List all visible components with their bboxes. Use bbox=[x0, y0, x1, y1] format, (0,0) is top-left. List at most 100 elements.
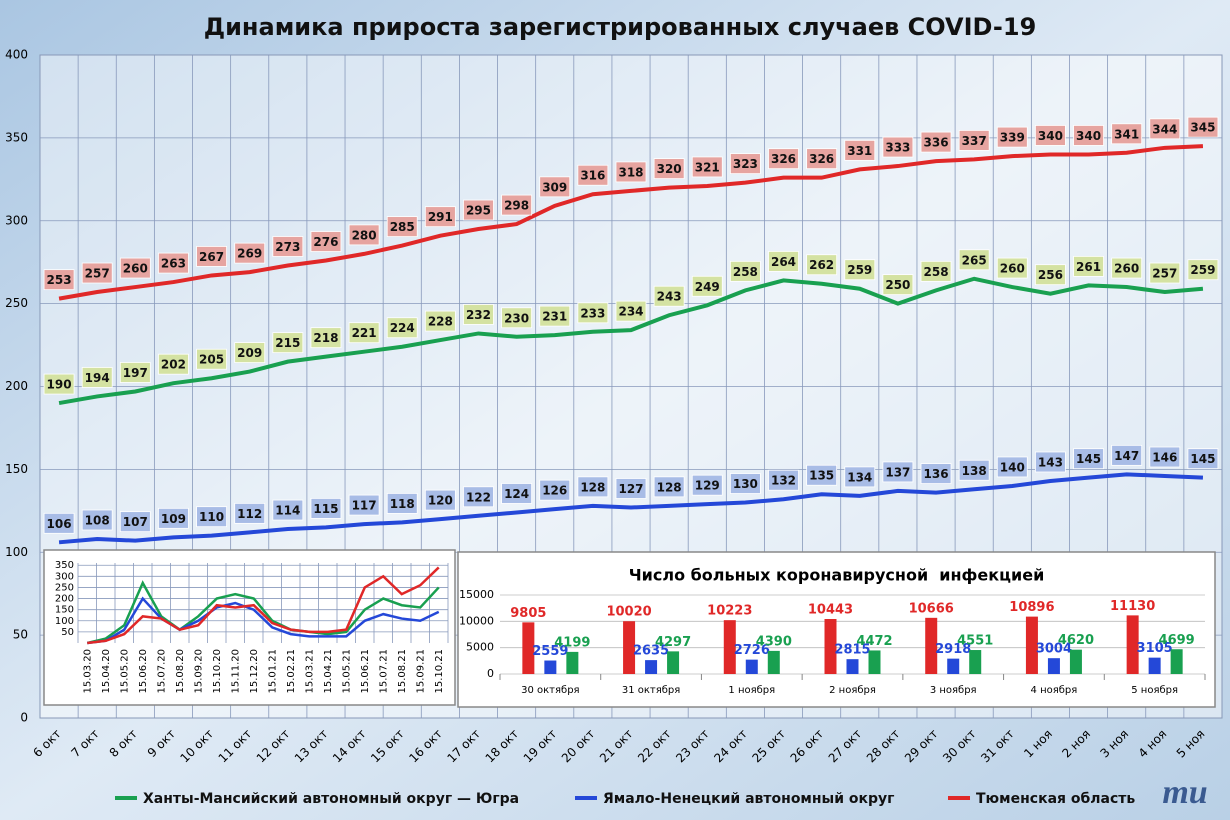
value-label-box bbox=[615, 161, 647, 183]
value-label: 230 bbox=[504, 311, 529, 325]
bar bbox=[824, 619, 837, 674]
value-label-box bbox=[501, 194, 533, 216]
value-label-box bbox=[119, 257, 151, 279]
value-label: 256 bbox=[1038, 268, 1063, 282]
value-label: 224 bbox=[390, 321, 415, 335]
x-tick-label: 15.11.20 bbox=[230, 649, 241, 694]
series-line bbox=[58, 472, 1204, 545]
x-tick-label: 15.06.20 bbox=[138, 649, 149, 694]
value-label-box bbox=[196, 246, 227, 267]
y-tick-label: 5000 bbox=[466, 641, 494, 654]
value-label: 4297 bbox=[655, 635, 691, 650]
value-label-box bbox=[310, 327, 342, 349]
value-label-box bbox=[920, 463, 952, 484]
value-label-box bbox=[463, 486, 494, 508]
value-label: 333 bbox=[885, 141, 910, 155]
value-label: 134 bbox=[847, 470, 872, 484]
value-label-box bbox=[348, 224, 380, 246]
value-label-box bbox=[424, 310, 456, 332]
value-label: 264 bbox=[771, 255, 796, 269]
value-label: 261 bbox=[1076, 260, 1101, 274]
chart-title: Динамика прироста зарегистрированных слу… bbox=[204, 13, 1037, 41]
value-label-box bbox=[81, 509, 113, 531]
x-tick-label: 15.03.20 bbox=[82, 649, 93, 694]
value-label: 194 bbox=[85, 371, 110, 385]
value-label-box bbox=[386, 216, 418, 238]
value-label-box bbox=[806, 148, 838, 170]
bar bbox=[846, 659, 859, 674]
x-tick-label: 15.07.21 bbox=[378, 649, 389, 694]
value-label-box bbox=[729, 473, 761, 494]
value-label: 11130 bbox=[1110, 599, 1155, 614]
value-label: 129 bbox=[695, 479, 720, 493]
value-label: 197 bbox=[123, 366, 148, 380]
value-label: 243 bbox=[657, 290, 682, 304]
value-label: 231 bbox=[542, 310, 567, 324]
value-label: 232 bbox=[466, 308, 491, 322]
legend-label: Ханты-Мансийский автономный округ — Югра bbox=[143, 791, 519, 807]
value-label-box bbox=[310, 497, 342, 519]
value-label: 145 bbox=[1076, 452, 1101, 466]
value-label-box bbox=[539, 305, 571, 327]
value-label: 128 bbox=[580, 480, 605, 494]
value-label-box bbox=[272, 332, 304, 354]
value-label: 331 bbox=[847, 144, 872, 158]
value-label: 258 bbox=[733, 265, 758, 279]
y-tick-label: 50 bbox=[61, 627, 74, 638]
y-tick-label: 150 bbox=[5, 462, 28, 476]
value-label-box bbox=[348, 494, 380, 516]
value-label-box bbox=[691, 275, 723, 297]
value-label: 108 bbox=[85, 513, 110, 527]
value-label: 3105 bbox=[1137, 641, 1173, 656]
value-label: 112 bbox=[237, 507, 262, 521]
value-label: 250 bbox=[885, 278, 910, 292]
value-label-box bbox=[158, 507, 189, 529]
value-label-box bbox=[653, 158, 685, 180]
x-tick-label: 15.09.20 bbox=[193, 649, 204, 694]
value-label: 120 bbox=[428, 494, 453, 508]
value-label-box bbox=[272, 236, 304, 257]
value-label: 340 bbox=[1076, 129, 1101, 143]
value-label: 321 bbox=[695, 160, 720, 174]
y-tick-label: 150 bbox=[55, 605, 74, 616]
value-label: 147 bbox=[1114, 449, 1139, 463]
value-label: 285 bbox=[390, 220, 415, 234]
x-tick-label: 15.04.21 bbox=[323, 649, 334, 694]
value-label-box bbox=[958, 249, 990, 271]
value-label: 4551 bbox=[957, 634, 993, 649]
bar bbox=[1069, 649, 1082, 674]
value-label: 209 bbox=[237, 346, 262, 360]
value-label-box bbox=[348, 322, 380, 344]
value-label-box bbox=[996, 257, 1028, 279]
value-label: 4472 bbox=[856, 634, 892, 649]
x-tick-label: 4 ноября bbox=[1031, 685, 1078, 696]
value-label: 9805 bbox=[510, 606, 546, 621]
y-tick-label: 300 bbox=[55, 571, 74, 582]
value-label: 273 bbox=[275, 240, 300, 254]
value-label-box bbox=[844, 466, 876, 488]
value-label: 110 bbox=[199, 510, 224, 524]
value-label: 202 bbox=[161, 358, 186, 372]
value-label: 345 bbox=[1190, 121, 1215, 135]
value-label: 316 bbox=[580, 169, 605, 183]
value-label: 309 bbox=[542, 180, 567, 194]
bar bbox=[566, 651, 579, 674]
value-label-box bbox=[539, 479, 571, 501]
y-tick-label: 350 bbox=[55, 560, 74, 571]
value-label: 269 bbox=[237, 247, 262, 261]
value-label-box bbox=[81, 367, 113, 388]
x-tick-label: 3 ноября bbox=[930, 685, 977, 696]
x-tick-label: 15.01.21 bbox=[267, 649, 278, 694]
value-label-box bbox=[386, 493, 418, 514]
bar bbox=[868, 650, 881, 674]
value-label: 118 bbox=[390, 497, 415, 511]
value-label: 117 bbox=[352, 499, 377, 513]
value-label: 344 bbox=[1152, 122, 1177, 136]
value-label-box bbox=[1187, 259, 1219, 281]
value-label-box bbox=[996, 126, 1028, 148]
value-label-box bbox=[1149, 118, 1181, 140]
value-label-box bbox=[577, 302, 609, 324]
bar bbox=[522, 622, 535, 674]
